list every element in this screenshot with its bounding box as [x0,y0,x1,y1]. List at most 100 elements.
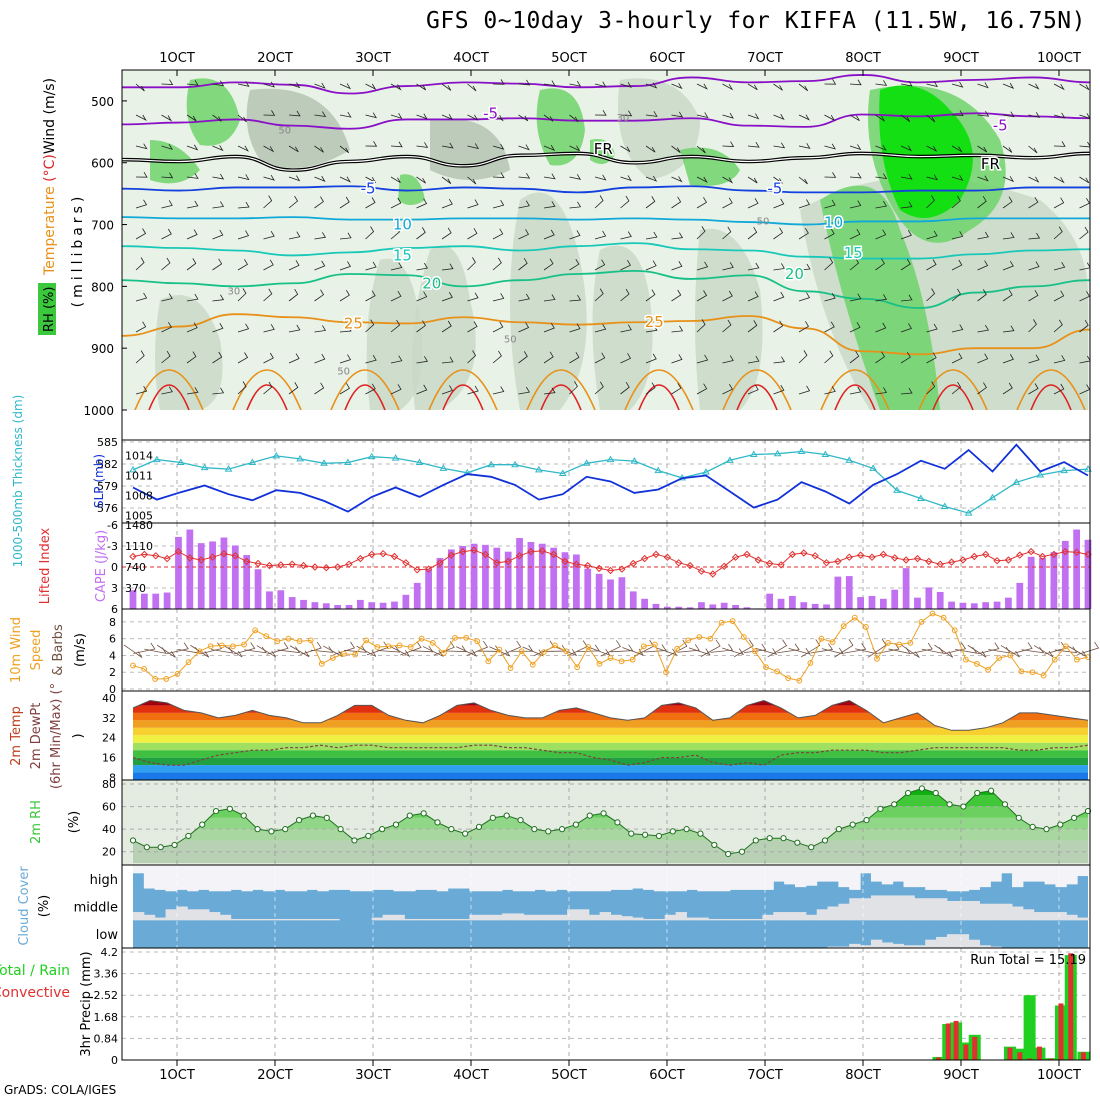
wind-barb [951,381,962,395]
wind-barb [518,114,529,122]
rh2m-marker [725,850,732,858]
wind-barb [696,197,707,209]
wind-barb-10m [567,640,588,657]
cloud-cell [794,912,807,921]
wind-barb [951,324,964,333]
wind-barb [237,288,247,302]
wind-barb [135,292,148,302]
wind-barb-10m [834,639,854,658]
wind-barb [161,200,173,209]
x-tick-label-bottom: 3OCT [355,1068,391,1083]
wind-speed-marker [218,642,225,649]
wind-barb [314,325,327,333]
axis-label-temp-2: 2m DewPt [29,703,44,770]
wind-barb [900,145,913,152]
wind-barb [186,114,197,122]
lifted-line [132,549,1089,575]
wind-barb-10m [223,645,243,658]
wind-barb [569,201,582,209]
wind-barb [441,114,454,121]
cape-bar [777,598,785,609]
cloud-cell [979,865,991,888]
wind-barb [926,323,938,333]
cloud-cell [762,865,774,890]
wind-speed-marker [552,642,558,649]
lifted-marker [368,550,376,559]
wind-speed-marker [685,637,692,644]
cape-bar [254,569,262,609]
upper-air-fields [122,70,1090,410]
wind-barb [951,288,961,302]
x-tick-label-bottom: 2OCT [257,1068,293,1083]
wind-barb-10m [988,646,1011,654]
wind-speed-marker [929,610,936,617]
rh2m-marker [1084,807,1092,815]
rh2m-marker [503,812,510,819]
wind-barb [722,290,733,302]
cloud-cell [230,918,243,921]
wind-barb [951,259,963,271]
wind-barbs [135,78,1090,395]
cloud-cell [925,898,937,921]
cloud-cell [1055,912,1067,921]
thickness-marker [916,494,925,501]
cloud-cell [968,865,980,890]
wind-barb [1053,112,1066,119]
cloud-cell [860,865,872,874]
wind-barb [314,111,327,118]
cloud-cell [588,865,601,892]
cloud-cell [946,900,959,921]
cloud-cell [480,865,492,892]
rh2m-marker [586,812,593,819]
rh2m-marker [212,807,220,815]
wind-speed-marker [763,664,769,671]
wind-barb [263,174,275,181]
thickness-marker [797,447,806,455]
cloud-cell [708,865,720,892]
cloud-cell [675,865,687,892]
thickness-marker [296,454,305,462]
lifted-marker [902,556,910,564]
wind-barb [288,289,299,302]
cloud-cell [870,865,883,882]
cloud-cell [740,918,753,921]
isotherm-30 [1016,369,1086,410]
y-tick: 6 [109,633,116,646]
wind-speed-marker [429,639,436,646]
axis-label-thickness: 1000-500mb Thickness (dm) [11,395,25,568]
wind-barb [441,142,454,149]
wind-barb [977,175,989,182]
cloud-cell [534,914,546,921]
wind-barb [212,80,225,87]
wind-barb [212,114,222,122]
cloud-cell [892,865,905,882]
isotherm-30 [232,369,302,410]
wind-barb [492,199,505,209]
y-tick-label: 900 [91,342,114,356]
cloud-cell [404,918,416,921]
axis-label-lifted: Lifted Index [38,527,53,604]
lifted-marker [311,563,319,571]
wind-speed-marker [829,639,836,645]
cloud-cell [794,865,807,888]
lifted-marker [1050,550,1058,559]
wind-barb [288,195,299,209]
cloud-cell [936,898,948,921]
isotherm-label: FR [981,155,1000,173]
cloud-cell [773,912,785,921]
wind-barb [467,257,476,271]
lifted-marker [777,561,785,569]
x-tick-label-top: 7OCT [747,51,783,66]
cloud-cell [914,898,926,921]
wind-barb [237,323,250,333]
wind-barb [977,353,989,364]
cloud-cell [870,939,883,948]
cloud-cell [1001,865,1013,874]
wind-barb [747,141,760,148]
wind-barb [696,354,709,364]
wind-barb-10m [910,642,933,654]
cape-bar [641,598,648,609]
cloud-cell [339,865,351,890]
temp-band [133,720,1088,728]
wind-barb [875,173,888,180]
